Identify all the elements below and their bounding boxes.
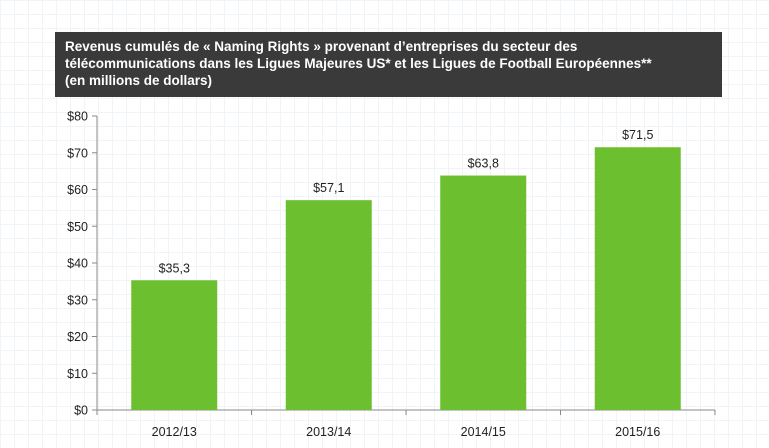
bar — [285, 200, 372, 410]
y-tick-label: $10 — [67, 367, 88, 381]
y-tick-label: $20 — [67, 330, 88, 344]
bar — [594, 147, 681, 411]
x-tick-label: 2014/15 — [461, 425, 506, 439]
y-tick-label: $60 — [67, 183, 88, 197]
chart-title-line-1: Revenus cumulés de « Naming Rights » pro… — [65, 39, 578, 54]
bar-value-label: $71,5 — [622, 128, 653, 142]
chart-title-line-2: télécommunications dans les Ligues Majeu… — [65, 56, 652, 71]
bar — [131, 280, 218, 410]
bar — [440, 175, 527, 410]
chart-title: Revenus cumulés de « Naming Rights » pro… — [55, 32, 722, 97]
y-tick-label: $30 — [67, 293, 88, 307]
y-tick-label: $70 — [67, 146, 88, 160]
bar-value-label: $57,1 — [313, 181, 344, 195]
y-tick-label: $0 — [74, 404, 88, 418]
x-tick-label: 2012/13 — [152, 425, 197, 439]
y-tick-label: $80 — [67, 110, 88, 124]
y-tick-label: $50 — [67, 220, 88, 234]
x-tick-label: 2013/14 — [306, 425, 351, 439]
y-tick-label: $40 — [67, 257, 88, 271]
x-tick-label: 2015/16 — [615, 425, 660, 439]
bar-value-label: $63,8 — [468, 157, 499, 171]
bar-value-label: $35,3 — [159, 261, 190, 275]
chart-title-line-3: (en millions de dollars) — [65, 73, 213, 88]
